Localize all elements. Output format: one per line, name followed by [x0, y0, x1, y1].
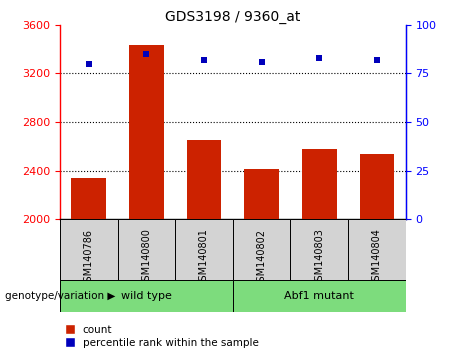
Bar — [187, 141, 221, 219]
Text: Abf1 mutant: Abf1 mutant — [284, 291, 354, 301]
Bar — [302, 149, 337, 219]
Bar — [129, 45, 164, 219]
Bar — [360, 154, 394, 219]
Legend: count, percentile rank within the sample: count, percentile rank within the sample — [65, 324, 260, 349]
Bar — [60, 280, 233, 312]
Bar — [233, 280, 406, 312]
Point — [258, 59, 266, 64]
Text: GSM140804: GSM140804 — [372, 229, 382, 287]
Title: GDS3198 / 9360_at: GDS3198 / 9360_at — [165, 10, 301, 24]
Text: genotype/variation ▶: genotype/variation ▶ — [5, 291, 115, 301]
Point — [142, 51, 150, 57]
Bar — [244, 169, 279, 219]
Point — [373, 57, 381, 63]
Bar — [175, 219, 233, 280]
Point — [85, 61, 92, 67]
Point — [200, 57, 207, 63]
Text: GSM140802: GSM140802 — [257, 229, 266, 287]
Bar — [233, 219, 290, 280]
Text: GSM140786: GSM140786 — [84, 229, 94, 287]
Bar — [348, 219, 406, 280]
Text: GSM140801: GSM140801 — [199, 229, 209, 287]
Text: GSM140800: GSM140800 — [142, 229, 151, 287]
Text: wild type: wild type — [121, 291, 172, 301]
Text: GSM140803: GSM140803 — [314, 229, 324, 287]
Bar — [290, 219, 348, 280]
Bar — [71, 178, 106, 219]
Bar — [60, 219, 118, 280]
Bar — [118, 219, 175, 280]
Point — [315, 55, 323, 61]
